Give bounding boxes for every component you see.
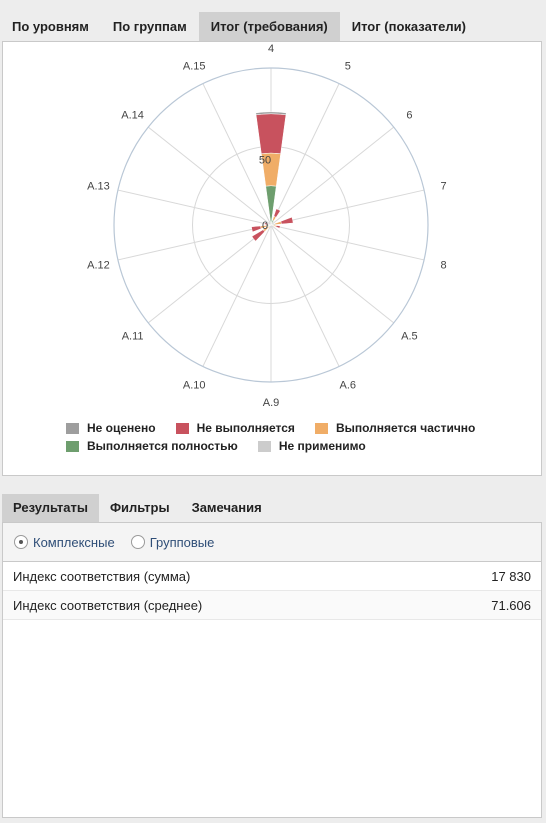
tab-results[interactable]: Результаты: [2, 494, 99, 522]
tab-remarks[interactable]: Замечания: [191, 500, 262, 515]
category-label: 4: [268, 43, 274, 55]
radio-label: Комплексные: [33, 534, 115, 550]
legend-label: Не оценено: [87, 421, 156, 435]
chart-bar-segment: [264, 222, 269, 226]
chart-bar-segment: [251, 229, 266, 242]
radial-tick-label: 0: [262, 220, 268, 232]
legend-swatch-fully: [66, 440, 79, 452]
result-row: Индекс соответствия (среднее) 71.606: [3, 591, 541, 620]
legend-label: Не выполняется: [196, 421, 295, 435]
chart-bar-segment: [251, 225, 262, 233]
chart-bar-segment: [275, 225, 281, 229]
top-tab-bar: По уровням По группам Итог (требования) …: [0, 12, 478, 41]
chart-bar-segment: [255, 111, 287, 116]
legend-item-not-evaluated[interactable]: Не оценено: [66, 421, 156, 435]
outer-circle: [113, 67, 429, 383]
tab-total-requirements[interactable]: Итог (требования): [198, 12, 340, 41]
category-label: A.13: [87, 181, 110, 193]
polar-chart: 4 5 6 7 8 A.5 A.6 A.9 A.10 A.11 A.12 A.13 A.14 A.15 0 5…: [87, 43, 447, 409]
category-label: 6: [406, 110, 412, 122]
legend-item-fully[interactable]: Выполняется полностью: [66, 439, 238, 453]
chart-panel: 4 5 6 7 8 A.5 A.6 A.9 A.10 A.11 A.12 A.13 A.14 A.15 0 5…: [2, 41, 542, 476]
result-label: Индекс соответствия (сумма): [13, 568, 191, 584]
legend-label: Не применимо: [278, 439, 366, 453]
legend-row: Не оценено Не выполняется Выполняется ча…: [66, 419, 495, 437]
result-row: Индекс соответствия (сумма) 17 830: [3, 562, 541, 591]
chart-legend: Не оценено Не выполняется Выполняется ча…: [66, 419, 495, 455]
category-label: A.9: [263, 397, 280, 409]
legend-swatch-partially: [314, 422, 328, 434]
chart-bar-segment: [273, 208, 281, 218]
chart-bar-segment: [255, 113, 287, 154]
tab-by-groups[interactable]: По группам: [112, 19, 187, 34]
category-label: A.11: [122, 330, 144, 342]
category-label: 5: [345, 61, 351, 73]
result-value: 71.606: [491, 597, 531, 613]
legend-swatch-not-evaluated: [66, 422, 79, 434]
radio-label: Групповые: [149, 534, 215, 550]
legend-swatch-not-fulfilled: [175, 422, 189, 434]
category-label: A.10: [183, 379, 206, 391]
category-label: A.6: [340, 379, 357, 391]
legend-label: Выполняется частично: [335, 421, 476, 435]
legend-item-not-fulfilled[interactable]: Не выполняется: [175, 421, 295, 435]
legend-label: Выполняется полностью: [87, 439, 238, 453]
category-label: A.15: [183, 61, 206, 73]
category-label: A.14: [121, 110, 144, 122]
result-label: Индекс соответствия (среднее): [13, 597, 203, 613]
bottom-tab-bar: Результаты Фильтры Замечания: [2, 494, 273, 522]
category-label: 7: [440, 181, 446, 193]
result-value: 17 830: [491, 568, 531, 584]
legend-item-not-applicable[interactable]: Не применимо: [257, 439, 366, 453]
legend-row: Выполняется полностью Не применимо: [66, 437, 495, 455]
chart-bar-segment: [280, 216, 294, 225]
category-label: 8: [440, 259, 446, 271]
mode-radio-bar: Комплексные Групповые: [3, 523, 541, 562]
results-panel: Комплексные Групповые Индекс соответстви…: [2, 522, 542, 818]
radio-group[interactable]: Групповые: [130, 534, 215, 550]
radial-tick-label: 50: [259, 155, 271, 167]
radio-button[interactable]: [130, 535, 145, 549]
legend-swatch-not-applicable: [257, 440, 271, 452]
radio-button-checked[interactable]: [14, 535, 28, 549]
legend-item-partially[interactable]: Выполняется частично: [314, 421, 476, 435]
tab-total-indicators[interactable]: Итог (показатели): [351, 19, 466, 34]
tab-filters[interactable]: Фильтры: [109, 500, 170, 515]
radio-complex[interactable]: Комплексные: [14, 535, 115, 550]
category-label: A.5: [401, 330, 418, 342]
tab-by-levels[interactable]: По уровням: [12, 19, 89, 34]
category-label: A.12: [87, 259, 110, 271]
